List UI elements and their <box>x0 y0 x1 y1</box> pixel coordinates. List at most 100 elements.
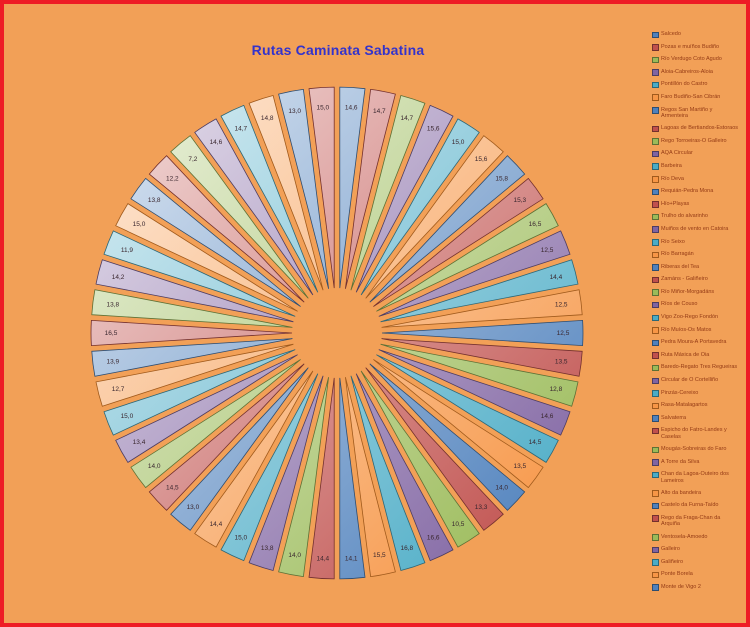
pie-slice[interactable] <box>376 203 559 312</box>
legend-item[interactable]: Regos San Martiño y Armenteira <box>652 107 746 120</box>
pie-slice[interactable] <box>369 155 526 303</box>
legend-color-swatch-icon <box>652 534 659 541</box>
legend-item[interactable]: Vigo Zoo-Rego Fondón <box>652 314 746 322</box>
slice-value-label: 14,8 <box>261 115 274 122</box>
pie-slice[interactable] <box>381 338 583 377</box>
legend-item[interactable]: Rasa-Matalagartos <box>652 402 746 410</box>
legend-item[interactable]: Faro Budiño-San Cibrán <box>652 94 746 101</box>
legend-item[interactable]: Zamáns - Galiñeiro <box>652 276 746 284</box>
legend-item[interactable]: Chan da Lagoa-Outeiro dos Lameiros <box>652 471 746 484</box>
legend-item[interactable]: Lagoas de Bertiandos-Estoraos <box>652 125 746 133</box>
legend-item[interactable]: Río Miñor-Morgadáns <box>652 289 746 296</box>
legend-item[interactable]: Salvaterra <box>652 415 746 422</box>
pie-slice[interactable] <box>360 118 480 296</box>
slice-value-label: 14,7 <box>400 115 413 122</box>
pie-slice[interactable] <box>355 104 454 293</box>
pie-slice[interactable] <box>345 377 396 578</box>
legend-item[interactable]: Río Verdugo Coto Agudo <box>652 56 746 64</box>
pie-slice[interactable] <box>373 359 544 489</box>
pie-slice[interactable] <box>91 289 293 328</box>
pie-slice[interactable] <box>350 375 426 571</box>
pie-slice[interactable] <box>365 367 504 531</box>
pie-slice[interactable] <box>376 354 559 463</box>
pie-slice[interactable] <box>339 377 366 580</box>
legend-item[interactable]: Baredo-Regato Tres Regueiras <box>652 364 746 372</box>
pie-slice[interactable] <box>91 338 293 377</box>
legend-item[interactable]: Barbeira <box>652 163 746 170</box>
legend-item[interactable]: Aloia-Cabreiros-Aloia <box>652 69 746 76</box>
pie-slice[interactable] <box>170 367 309 531</box>
pie-slice[interactable] <box>350 95 426 291</box>
pie-slice[interactable] <box>248 375 324 571</box>
legend-item[interactable]: Río Barragán <box>652 251 746 259</box>
legend-item[interactable]: Pedra Moura-A Portavedra <box>652 339 746 347</box>
legend-item[interactable]: Ventosela-Amoedo <box>652 534 746 541</box>
legend-item[interactable]: Pozas e muíños Budiño <box>652 44 746 51</box>
legend-item[interactable]: Ruta Máxica de Oia <box>652 352 746 359</box>
pie-slice[interactable] <box>220 104 319 293</box>
pie-slice[interactable] <box>378 230 571 317</box>
legend-item[interactable]: Río Deva <box>652 176 746 183</box>
pie-slice[interactable] <box>115 354 298 463</box>
pie-slice[interactable] <box>220 373 319 562</box>
legend-item[interactable]: Alto da bandeira <box>652 490 746 497</box>
legend-item[interactable]: A Torre da Silva <box>652 459 746 466</box>
legend-color-swatch-icon <box>652 364 659 372</box>
legend-item[interactable]: Galiñeiro <box>652 559 746 566</box>
pie-slice[interactable] <box>378 349 571 436</box>
legend-item-label: Espicho do Fatro-Landes y Caselas <box>661 427 727 440</box>
pie-slice[interactable] <box>95 259 294 323</box>
pie-slice[interactable] <box>115 203 298 312</box>
legend-item[interactable]: Circular de O Cortelliño <box>652 377 746 385</box>
legend-item[interactable]: Río Seixo <box>652 239 746 246</box>
pie-slice[interactable] <box>380 259 579 323</box>
pie-slice[interactable] <box>95 343 294 407</box>
legend-item[interactable]: Muiños de vento en Catoira <box>652 226 746 233</box>
pie-slice[interactable] <box>339 86 366 289</box>
pie-slice[interactable] <box>365 135 504 299</box>
legend-item[interactable]: Espicho do Fatro-Landes y Caselas <box>652 427 746 440</box>
pie-slice[interactable] <box>194 118 314 296</box>
pie-slice[interactable] <box>148 363 305 511</box>
pie-slice[interactable] <box>380 343 579 407</box>
legend-item[interactable]: Pinzás-Cereixo <box>652 390 746 397</box>
legend: Salcedo Pozas e muíños Budiño Río Verdugo … <box>652 31 746 597</box>
chart-title: Rutas Caminata Sabatina <box>251 42 425 58</box>
legend-item[interactable]: Pontillón do Castro <box>652 81 746 89</box>
pie-slice[interactable] <box>381 319 584 347</box>
pie-slice[interactable] <box>103 349 296 436</box>
pie-slice[interactable] <box>369 363 526 511</box>
pie-slice[interactable] <box>308 377 335 580</box>
pie-slice[interactable] <box>170 135 309 299</box>
legend-item[interactable]: Ponte Borela <box>652 571 746 579</box>
pie-slice[interactable] <box>345 88 396 289</box>
pie-slice[interactable] <box>90 319 293 347</box>
legend-item[interactable]: Monte de Vigo 2 <box>652 584 746 591</box>
pie-slice[interactable] <box>148 155 305 303</box>
pie-slice[interactable] <box>103 230 296 317</box>
legend-item[interactable]: Rego Torroeiras-O Galleiro <box>652 138 746 145</box>
legend-item[interactable]: Río Muíos-Os Matos <box>652 327 746 334</box>
legend-item[interactable]: Hío+Playas <box>652 201 746 208</box>
legend-item[interactable]: AQA Circular <box>652 150 746 158</box>
pie-slice[interactable] <box>194 370 314 548</box>
legend-item[interactable]: Rego da Fraga-Chan da Arquiña <box>652 515 746 528</box>
pie-slice[interactable] <box>130 177 301 307</box>
pie-slice[interactable] <box>355 373 454 562</box>
legend-item[interactable]: Mougás-Sobreiras do Faro <box>652 446 746 453</box>
legend-item[interactable]: Salcedo <box>652 31 746 38</box>
legend-item[interactable]: Ríos de Couso <box>652 301 746 309</box>
legend-item[interactable]: Riberas del Tea <box>652 264 746 271</box>
pie-slice[interactable] <box>381 289 583 328</box>
legend-item[interactable]: Requián-Pedra Mona <box>652 188 746 196</box>
pie-slice[interactable] <box>308 86 335 289</box>
pie-slice[interactable] <box>373 177 544 307</box>
pie-slice[interactable] <box>360 370 480 548</box>
legend-item[interactable]: Castelo da Furna-Taído <box>652 502 746 510</box>
pie-slice[interactable] <box>130 359 301 489</box>
pie-slice[interactable] <box>278 377 329 578</box>
pie-slice[interactable] <box>248 95 324 291</box>
legend-item[interactable]: Galleiro <box>652 546 746 554</box>
pie-slice[interactable] <box>278 88 329 289</box>
legend-item[interactable]: Trulho do alvarinho <box>652 213 746 221</box>
